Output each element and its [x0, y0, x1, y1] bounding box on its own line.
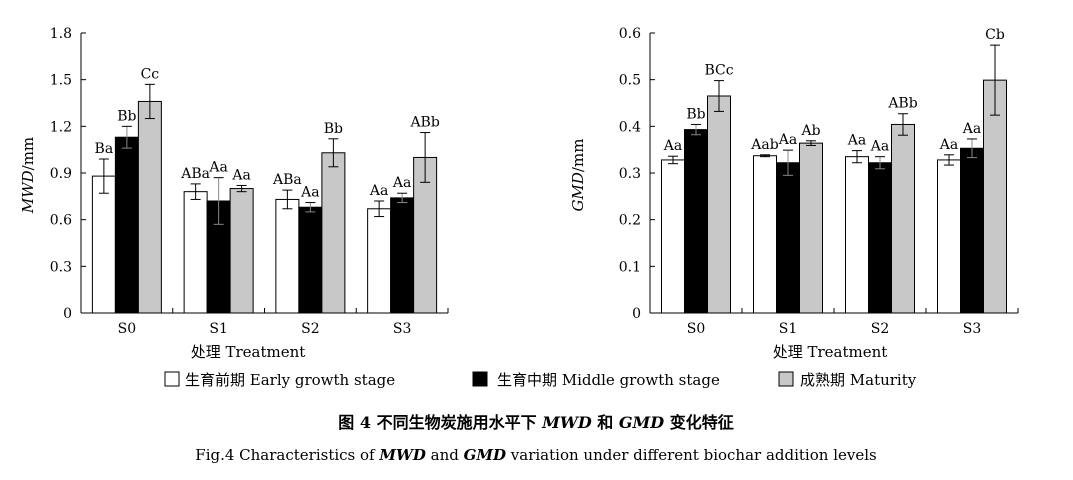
mwd-sig-label: Aa — [208, 160, 227, 176]
gmd-bar-middle — [776, 162, 800, 314]
mwd-sig-label: ABb — [409, 115, 439, 131]
caption-en: Fig.4 Characteristics of MWD and GMD var… — [195, 446, 876, 464]
legend-swatch-early — [164, 371, 180, 387]
gmd-y-tick-label: 0 — [632, 306, 641, 322]
mwd-y-tick-label: 1.8 — [50, 26, 72, 42]
mwd-sig-label: Aa — [369, 183, 388, 199]
mwd-y-tick-label: 0.6 — [50, 213, 72, 229]
gmd-bar-early — [753, 155, 777, 314]
gmd-bar-early — [937, 159, 961, 314]
gmd-bar-middle — [960, 147, 984, 314]
gmd-y-tick-label: 0.5 — [619, 73, 641, 89]
mwd-sig-label: Bb — [324, 121, 343, 137]
caption-cn: 图 4 不同生物炭施用水平下 MWD 和 GMD 变化特征 — [338, 413, 733, 432]
mwd-bar-middle — [298, 206, 323, 314]
gmd-y-tick-label: 0.4 — [619, 119, 641, 135]
mwd-bar-early — [275, 198, 300, 314]
mwd-bar-maturity — [321, 152, 346, 314]
mwd-bar-early — [91, 175, 116, 314]
legend-swatch-maturity — [778, 371, 794, 387]
mwd-sig-label: Cc — [141, 66, 160, 82]
legend-swatch-middle — [472, 371, 488, 387]
legend-label-early: 生育前期 Early growth stage — [185, 371, 395, 389]
mwd-sig-label: Aa — [231, 167, 250, 183]
gmd-sig-label: Cb — [985, 27, 1005, 43]
gmd-sig-label: Bb — [686, 106, 705, 122]
gmd-y-tick-label: 0.6 — [619, 26, 641, 42]
gmd-y-tick-label: 0.3 — [619, 166, 641, 182]
gmd-x-tick-label: S1 — [779, 321, 798, 337]
gmd-sig-label: Aa — [663, 138, 682, 154]
gmd-sig-label: Aa — [870, 139, 889, 155]
gmd-bar-middle — [868, 162, 892, 314]
gmd-x-tick-label: S3 — [963, 321, 982, 337]
mwd-bar-maturity — [137, 100, 162, 314]
gmd-bar-early — [845, 156, 869, 314]
mwd-bar-middle — [390, 197, 415, 314]
legend-label-maturity: 成熟期 Maturity — [800, 371, 917, 389]
mwd-ylabel: MWD/mm — [19, 137, 37, 214]
mwd-x-tick-label: S0 — [118, 321, 137, 337]
gmd-bar-early — [661, 159, 685, 314]
mwd-y-tick-label: 1.2 — [50, 119, 72, 135]
gmd-bar-maturity — [891, 123, 915, 314]
gmd-xlabel: 处理 Treatment — [773, 343, 888, 361]
mwd-sig-label: Aa — [392, 175, 411, 191]
gmd-sig-label: ABb — [887, 96, 917, 112]
legend: 生育前期 Early growth stage 生育中期 Middle grow… — [164, 371, 917, 389]
mwd-y-tick-label: 0.9 — [50, 166, 72, 182]
gmd-sig-label: Aa — [778, 132, 797, 148]
gmd-bar-maturity — [707, 95, 731, 314]
gmd-sig-label: Aab — [750, 137, 778, 153]
mwd-sig-label: Aa — [300, 185, 319, 201]
mwd-xlabel: 处理 Treatment — [191, 343, 306, 361]
mwd-y-tick-label: 1.5 — [50, 73, 72, 89]
gmd-sig-label: Ab — [800, 123, 820, 139]
mwd-x-tick-label: S3 — [393, 321, 412, 337]
mwd-x-tick-label: S2 — [301, 321, 320, 337]
mwd-bar-middle — [114, 136, 139, 314]
mwd-y-tick-label: 0 — [63, 306, 72, 322]
gmd-sig-label: Aa — [847, 133, 866, 149]
gmd-bar-maturity — [799, 142, 823, 314]
gmd-x-tick-label: S2 — [871, 321, 890, 337]
gmd-sig-label: Aa — [962, 121, 981, 137]
gmd-sig-label: BCc — [704, 63, 733, 79]
mwd-bar-early — [367, 208, 392, 314]
mwd-bar-maturity — [229, 188, 254, 314]
mwd-sig-label: ABa — [180, 166, 210, 182]
gmd-y-tick-label: 0.1 — [619, 259, 641, 275]
gmd-x-tick-label: S0 — [687, 321, 706, 337]
mwd-y-tick-label: 0.3 — [50, 259, 72, 275]
legend-label-middle: 生育中期 Middle growth stage — [497, 371, 720, 389]
mwd-sig-label: Bb — [117, 108, 136, 124]
gmd-y-tick-label: 0.2 — [619, 213, 641, 229]
mwd-sig-label: Ba — [95, 141, 114, 157]
gmd-sig-label: Aa — [939, 137, 958, 153]
gmd-ylabel: GMD/mm — [569, 139, 587, 212]
gmd-bar-middle — [684, 129, 708, 314]
mwd-sig-label: ABa — [272, 172, 302, 188]
mwd-bar-early — [183, 191, 208, 314]
mwd-x-tick-label: S1 — [209, 321, 228, 337]
